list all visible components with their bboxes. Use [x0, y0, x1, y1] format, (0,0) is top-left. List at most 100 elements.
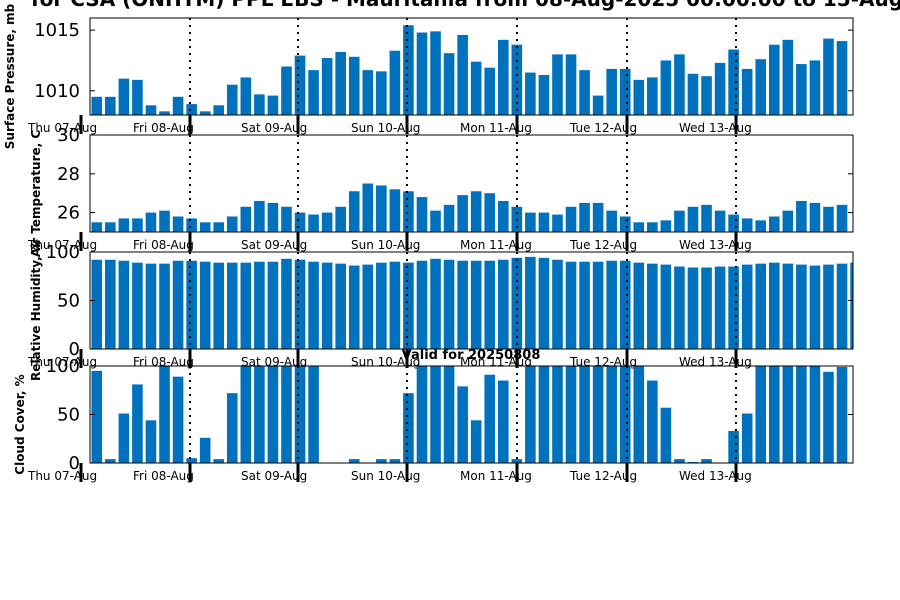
bar: [782, 39, 794, 115]
bar: [809, 60, 821, 115]
bar: [660, 407, 672, 463]
bar: [796, 264, 807, 349]
bar: [850, 262, 853, 349]
bar: [199, 111, 211, 115]
bar: [647, 380, 658, 463]
bar: [389, 189, 401, 232]
bar: [172, 260, 184, 349]
y-tick-label: 30: [57, 125, 80, 146]
bar: [768, 44, 780, 115]
bars-group: [91, 183, 848, 232]
bar: [267, 366, 279, 463]
bar: [552, 366, 563, 463]
bar: [389, 50, 401, 115]
bar: [240, 262, 252, 349]
bar: [687, 267, 699, 349]
bar: [308, 70, 319, 115]
x-day-label: Wed 13-Aug: [679, 469, 752, 483]
bar: [213, 459, 225, 463]
bar: [782, 210, 794, 232]
bar: [701, 267, 712, 349]
bar: [525, 366, 536, 463]
bars-group: [91, 256, 853, 349]
bar: [538, 257, 550, 349]
bar: [470, 61, 482, 115]
bar: [457, 195, 468, 232]
bar: [226, 84, 238, 115]
bar: [768, 366, 780, 463]
bar: [145, 420, 157, 463]
x-day-label: Mon 11-Aug: [460, 469, 532, 483]
bars-group: [91, 25, 848, 115]
bar: [809, 202, 821, 232]
bar: [376, 459, 387, 463]
bar: [159, 263, 170, 349]
bar: [172, 376, 184, 463]
bar: [741, 413, 753, 463]
x-day-label: Tue 12-Aug: [569, 469, 637, 483]
bar: [145, 212, 157, 232]
axes-frame: [89, 17, 854, 116]
bar: [457, 34, 468, 115]
bar: [443, 366, 455, 463]
bar: [768, 262, 780, 349]
bar: [457, 260, 468, 349]
bar: [687, 73, 699, 115]
bar: [403, 393, 414, 463]
bar: [511, 44, 523, 115]
bar: [376, 185, 387, 232]
bar: [118, 413, 130, 463]
x-day-label: Wed 13-Aug: [679, 238, 752, 252]
bar: [674, 266, 685, 349]
bar: [538, 74, 550, 115]
bar: [199, 437, 211, 463]
bar: [159, 366, 170, 463]
bar: [579, 366, 590, 463]
bar: [796, 366, 807, 463]
bar: [199, 261, 211, 349]
bar: [240, 77, 252, 115]
bar: [335, 51, 346, 115]
bar: [267, 261, 279, 349]
bar: [768, 216, 780, 232]
bars-group: [91, 366, 848, 463]
bar: [484, 374, 496, 463]
bar: [403, 25, 414, 115]
bar: [633, 262, 645, 349]
bar: [497, 39, 509, 115]
bar: [755, 366, 767, 463]
bar: [159, 111, 170, 115]
bar: [118, 218, 130, 232]
bar: [443, 204, 455, 232]
bar: [118, 78, 130, 115]
bar: [633, 222, 645, 232]
bar: [728, 49, 739, 115]
bar: [267, 95, 279, 115]
x-day-label: Thu 07-Aug: [27, 469, 97, 483]
bar: [443, 53, 455, 115]
bar: [457, 386, 468, 463]
bar: [592, 202, 604, 232]
bar: [186, 104, 197, 115]
bar: [660, 60, 672, 115]
bar: [782, 263, 794, 349]
bar: [308, 214, 319, 232]
bar: [389, 459, 401, 463]
bar: [321, 212, 333, 232]
y-tick-label: 1015: [34, 20, 80, 41]
bar: [91, 370, 103, 463]
bar: [565, 366, 577, 463]
bar: [308, 366, 319, 463]
bar: [226, 262, 238, 349]
bar: [579, 202, 590, 232]
chart-panels: 1010 1015 Surface Pressure, mb Thu 07-Aug Fr…: [3, 3, 854, 483]
bar: [240, 206, 252, 232]
bar: [470, 420, 482, 463]
bar: [606, 68, 617, 115]
y-tick-label: 1010: [34, 81, 80, 102]
bar: [348, 265, 360, 349]
bar: [796, 200, 807, 232]
bar: [755, 220, 767, 232]
bar: [389, 261, 401, 349]
